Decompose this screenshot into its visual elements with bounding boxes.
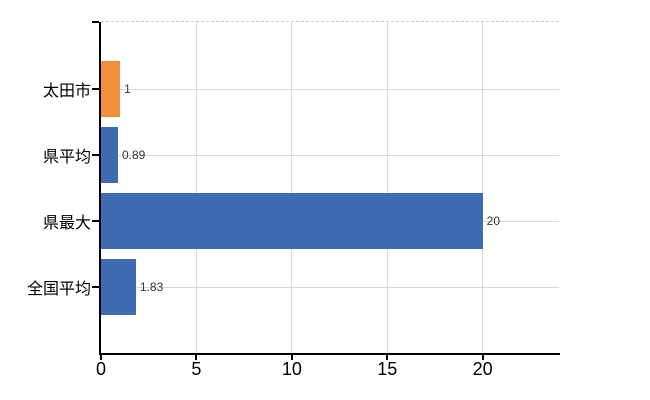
vertical-gridline — [195, 22, 197, 353]
y-axis-end-tick — [92, 21, 99, 23]
horizontal-gridline — [101, 88, 559, 90]
horizontal-gridline — [101, 154, 559, 156]
x-axis-tick — [481, 355, 484, 360]
value-label: 1 — [124, 82, 131, 96]
y-axis-line — [99, 22, 101, 355]
category-label: 全国平均 — [26, 281, 91, 298]
x-axis-line — [99, 353, 560, 355]
x-tick-label: 5 — [191, 359, 202, 379]
x-axis-tick — [386, 355, 389, 360]
x-tick-label: 10 — [281, 359, 302, 379]
bar — [101, 193, 483, 249]
vertical-gridline — [386, 22, 388, 353]
category-label: 県平均 — [42, 149, 91, 166]
bar — [101, 127, 118, 183]
value-label: 20 — [486, 214, 501, 228]
x-tick-label: 15 — [377, 359, 398, 379]
plot-top-dashed-line — [101, 21, 559, 22]
x-axis-tick — [100, 355, 102, 360]
x-tick-label: 20 — [472, 359, 493, 379]
y-axis-tick — [92, 154, 99, 156]
bar — [101, 61, 121, 117]
y-axis-tick — [92, 286, 99, 288]
vertical-gridline — [482, 22, 484, 353]
category-label: 県最大 — [42, 215, 91, 232]
y-axis-tick — [92, 88, 99, 90]
value-label: 1.83 — [139, 280, 164, 294]
horizontal-gridline — [101, 286, 559, 288]
bar — [101, 259, 136, 315]
y-axis-tick — [92, 220, 99, 222]
x-axis-tick — [195, 355, 198, 360]
plot-area: 1 0.89 20 1.83 — [101, 22, 559, 353]
category-label: 太田市 — [42, 83, 91, 100]
vertical-gridline — [291, 22, 293, 353]
x-axis-tick — [290, 355, 293, 360]
value-label: 0.89 — [121, 148, 146, 162]
x-tick-label: 0 — [95, 359, 107, 379]
